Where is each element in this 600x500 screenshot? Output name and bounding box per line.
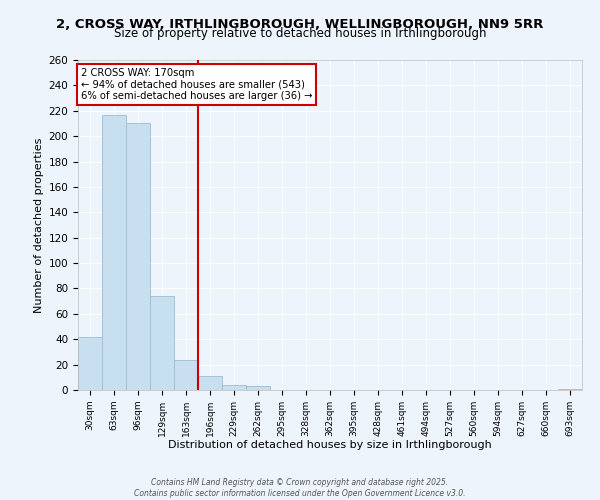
Text: Size of property relative to detached houses in Irthlingborough: Size of property relative to detached ho… <box>114 28 486 40</box>
Bar <box>78 336 102 390</box>
Bar <box>174 360 198 390</box>
Bar <box>126 124 150 390</box>
Text: 2 CROSS WAY: 170sqm
← 94% of detached houses are smaller (543)
6% of semi-detach: 2 CROSS WAY: 170sqm ← 94% of detached ho… <box>80 68 312 102</box>
Bar <box>222 385 246 390</box>
Bar <box>150 296 174 390</box>
Bar <box>246 386 270 390</box>
X-axis label: Distribution of detached houses by size in Irthlingborough: Distribution of detached houses by size … <box>168 440 492 450</box>
Text: 2, CROSS WAY, IRTHLINGBOROUGH, WELLINGBOROUGH, NN9 5RR: 2, CROSS WAY, IRTHLINGBOROUGH, WELLINGBO… <box>56 18 544 30</box>
Bar <box>102 114 126 390</box>
Bar <box>558 388 582 390</box>
Y-axis label: Number of detached properties: Number of detached properties <box>34 138 44 312</box>
Text: Contains HM Land Registry data © Crown copyright and database right 2025.
Contai: Contains HM Land Registry data © Crown c… <box>134 478 466 498</box>
Bar <box>198 376 222 390</box>
